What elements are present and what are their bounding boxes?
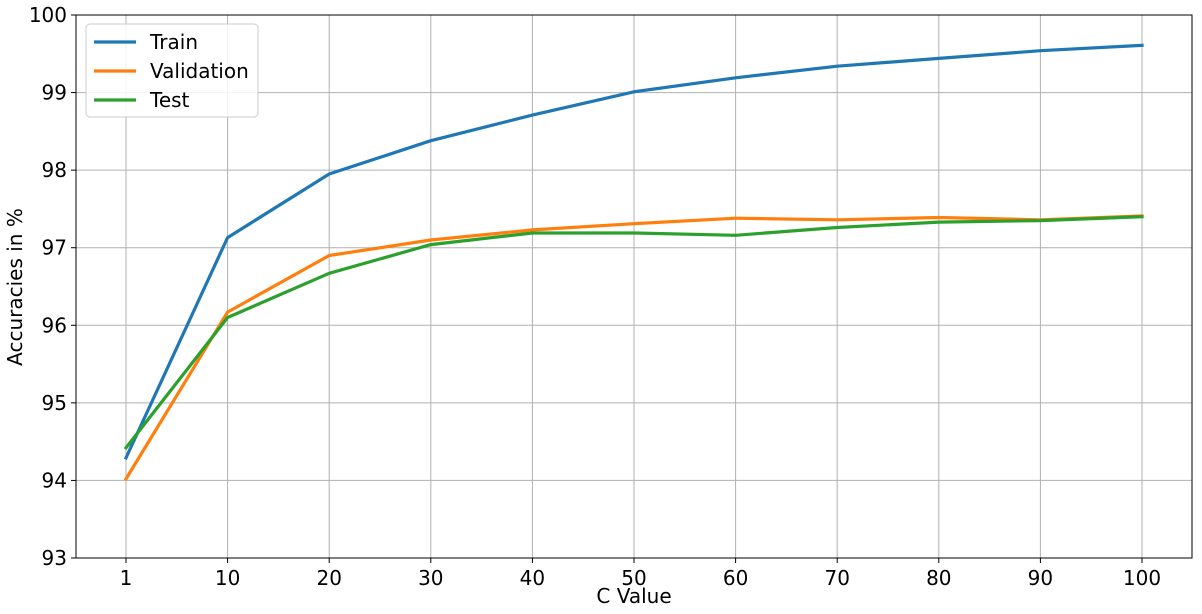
y-tick-label: 96 xyxy=(42,313,67,337)
y-axis-title: Accuracies in % xyxy=(3,208,27,366)
y-tick-label: 100 xyxy=(29,3,67,27)
x-tick-label: 100 xyxy=(1123,566,1161,590)
x-axis-ticks: 1 10 20 30 40 50 60 70 80 90 100 xyxy=(120,558,1161,590)
y-axis-ticks: 93 94 95 96 97 98 99 100 xyxy=(29,3,76,570)
x-tick-label: 50 xyxy=(621,566,646,590)
series-line-validation xyxy=(123,214,1144,482)
legend-label-validation: Validation xyxy=(150,59,249,83)
y-tick-label: 98 xyxy=(42,158,67,182)
x-tick-label: 80 xyxy=(926,566,951,590)
y-tick-label: 97 xyxy=(42,236,67,260)
x-tick-label: 70 xyxy=(824,566,849,590)
x-tick-label: 90 xyxy=(1028,566,1053,590)
series-line-train xyxy=(123,43,1144,461)
legend-label-train: Train xyxy=(149,30,198,54)
legend-label-test: Test xyxy=(149,88,190,112)
x-tick-label: 30 xyxy=(418,566,443,590)
series-line-test xyxy=(123,215,1144,451)
x-axis-title: C Value xyxy=(596,584,671,608)
y-tick-label: 93 xyxy=(42,546,67,570)
legend-box xyxy=(85,23,259,118)
y-tick-label: 94 xyxy=(42,468,67,492)
x-tick-label: 10 xyxy=(215,566,240,590)
legend: Train Validation Test xyxy=(85,23,259,118)
y-tick-label: 95 xyxy=(42,391,67,415)
x-tick-label: 1 xyxy=(120,566,133,590)
series-lines xyxy=(123,43,1144,482)
y-tick-label: 99 xyxy=(42,81,67,105)
x-tick-label: 20 xyxy=(316,566,341,590)
x-tick-label: 40 xyxy=(520,566,545,590)
x-tick-label: 60 xyxy=(723,566,748,590)
